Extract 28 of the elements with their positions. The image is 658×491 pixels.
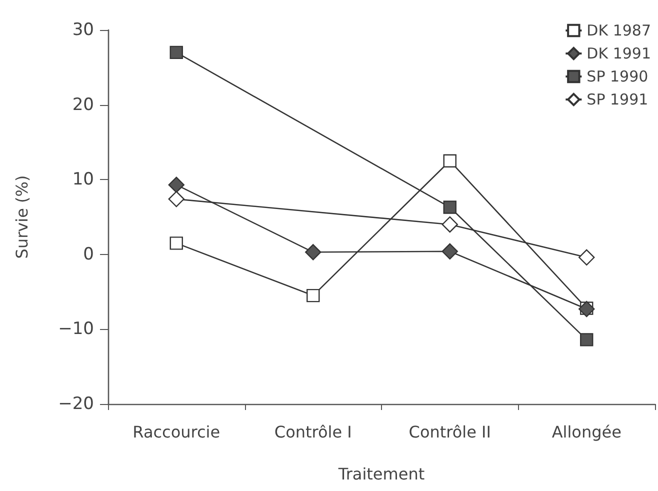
x-tick-label: Contrôle II	[408, 422, 491, 442]
point	[170, 46, 183, 60]
y-tick-label: 10	[72, 170, 94, 190]
point	[443, 154, 456, 168]
x-tick-label: Raccourcie	[132, 422, 220, 442]
point	[578, 249, 595, 266]
point	[306, 288, 320, 302]
y-tick-label: −20	[58, 394, 94, 414]
point	[580, 333, 594, 346]
x-tick-label: Contrôle I	[274, 422, 352, 442]
y-tick-label: 20	[72, 94, 94, 115]
y-tick-label: −10	[58, 319, 94, 340]
point	[443, 200, 456, 214]
legend-label: SP 1990	[586, 68, 648, 86]
y-tick-label: 0	[83, 244, 94, 264]
x-tick-label: Allongée	[552, 422, 622, 442]
point	[168, 176, 184, 193]
point	[170, 236, 183, 250]
point	[305, 244, 322, 260]
legend-label: DK 1987	[586, 22, 652, 40]
y-tick-label: 30	[72, 20, 94, 40]
point	[442, 243, 458, 260]
x-axis-title: Traitement	[337, 464, 425, 484]
y-axis-title: Survie (%)	[12, 175, 32, 259]
legend-label: DK 1991	[586, 44, 652, 62]
point	[442, 216, 458, 233]
legend-label: SP 1991	[586, 90, 648, 108]
point	[168, 190, 184, 208]
